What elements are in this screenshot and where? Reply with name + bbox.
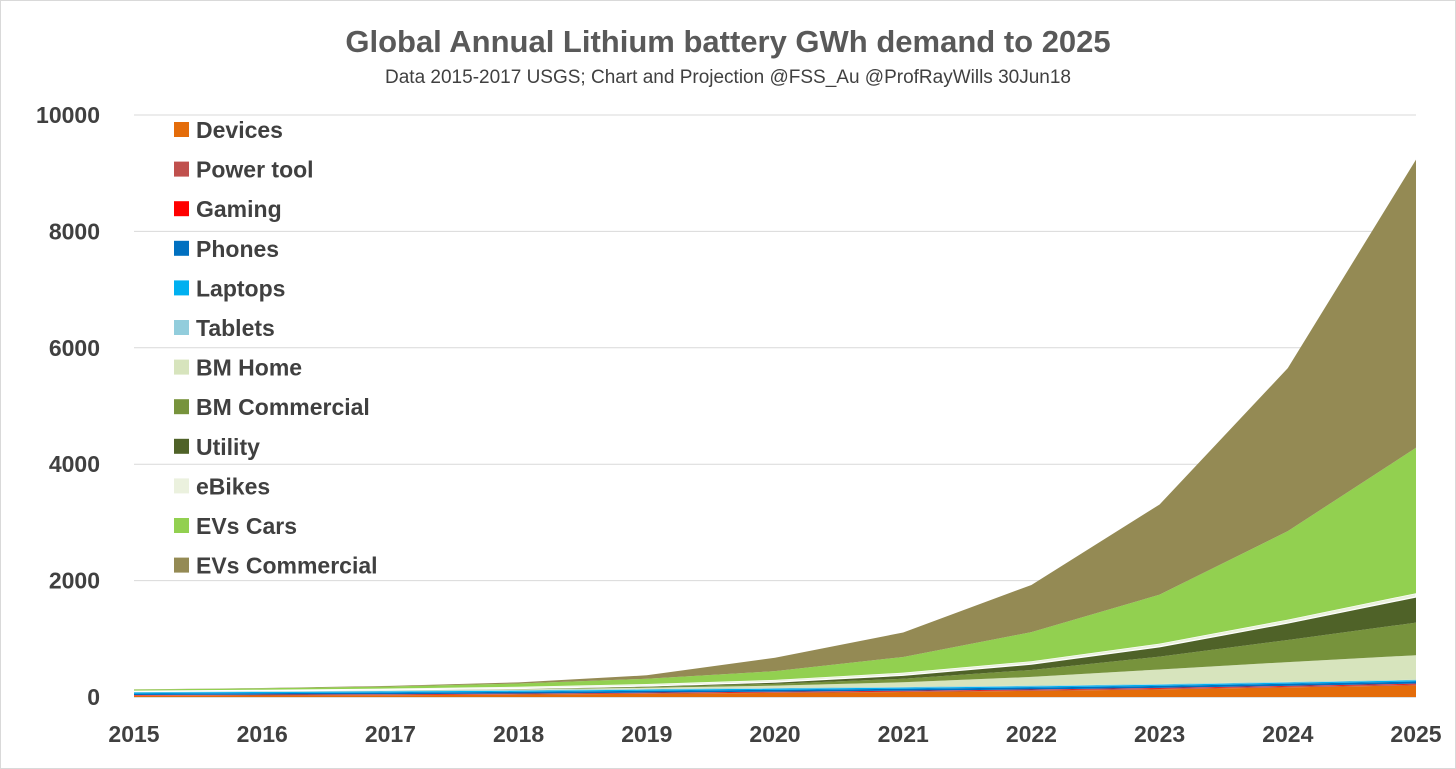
legend-swatch: [174, 557, 189, 573]
x-tick-label: 2023: [1134, 721, 1185, 747]
axes: 0 2000 4000 6000 8000 10000 2015 2016 2017 2018 20…: [36, 102, 1442, 747]
legend-label: Gaming: [196, 196, 282, 222]
legend-item-power-tool: Power tool: [174, 157, 314, 183]
y-tick-label: 10000: [36, 102, 100, 128]
x-tick-label: 2025: [1390, 721, 1441, 747]
legend-label: Utility: [196, 434, 260, 460]
area-series-devices: [134, 685, 1416, 697]
x-tick-label: 2020: [749, 721, 800, 747]
legend-swatch: [174, 240, 189, 256]
y-tick-label: 2000: [49, 568, 100, 594]
legend-label: Laptops: [196, 275, 285, 301]
legend: Devices Power tool Gaming Phones Laptops Tabl…: [174, 117, 378, 579]
area-series-group: [133, 159, 1417, 697]
legend-item-tablets: Tablets: [174, 315, 275, 341]
x-tick-label: 2019: [621, 721, 672, 747]
legend-label: Power tool: [196, 157, 314, 183]
legend-label: EVs Cars: [196, 513, 297, 539]
legend-swatch: [174, 359, 189, 375]
legend-item-utility: Utility: [174, 434, 260, 460]
x-tick-label: 2015: [108, 721, 159, 747]
area-series-bm-home: [134, 655, 1416, 692]
legend-item-evs-cars: EVs Cars: [174, 513, 297, 539]
legend-item-phones: Phones: [174, 236, 279, 262]
x-tick-label: 2021: [878, 721, 929, 747]
area-series-evs-cars: [134, 447, 1416, 691]
legend-item-devices: Devices: [174, 117, 283, 143]
x-tick-label: 2017: [365, 721, 416, 747]
legend-item-evs-commercial: EVs Commercial: [174, 553, 378, 579]
legend-swatch: [174, 161, 189, 177]
legend-item-ebikes: eBikes: [174, 473, 270, 499]
legend-swatch: [174, 438, 189, 454]
legend-swatch: [174, 518, 189, 533]
legend-label: Devices: [196, 117, 283, 143]
legend-label: Tablets: [196, 315, 275, 341]
y-tick-label: 8000: [49, 218, 100, 244]
legend-swatch: [174, 201, 189, 217]
legend-item-bm-commercial: BM Commercial: [174, 394, 370, 420]
x-tick-label: 2022: [1006, 721, 1057, 747]
legend-label: EVs Commercial: [196, 553, 378, 579]
x-tick-label: 2024: [1262, 721, 1313, 747]
legend-item-bm-home: BM Home: [174, 355, 302, 381]
chart-title: Global Annual Lithium battery GWh demand…: [345, 24, 1110, 59]
legend-label: Phones: [196, 236, 279, 262]
x-tick-label: 2018: [493, 721, 544, 747]
chart-subtitle: Data 2015-2017 USGS; Chart and Projectio…: [385, 67, 1071, 88]
legend-label: eBikes: [196, 473, 270, 499]
y-tick-label: 6000: [49, 335, 100, 361]
y-tick-label: 0: [87, 684, 100, 710]
legend-item-laptops: Laptops: [174, 275, 285, 301]
legend-swatch: [174, 478, 189, 494]
area-series-phones: [134, 681, 1416, 696]
legend-label: BM Home: [196, 355, 302, 381]
area-series-laptops: [134, 680, 1416, 694]
y-tick-label: 4000: [49, 451, 100, 477]
legend-swatch: [174, 320, 189, 335]
legend-swatch: [174, 399, 189, 415]
legend-swatch: [174, 122, 189, 137]
legend-label: BM Commercial: [196, 394, 370, 420]
x-tick-label: 2016: [237, 721, 288, 747]
area-series-evs-commercial: [134, 159, 1416, 690]
legend-item-gaming: Gaming: [174, 196, 282, 222]
area-series-bm-commercial: [134, 622, 1416, 692]
legend-swatch: [174, 280, 189, 296]
